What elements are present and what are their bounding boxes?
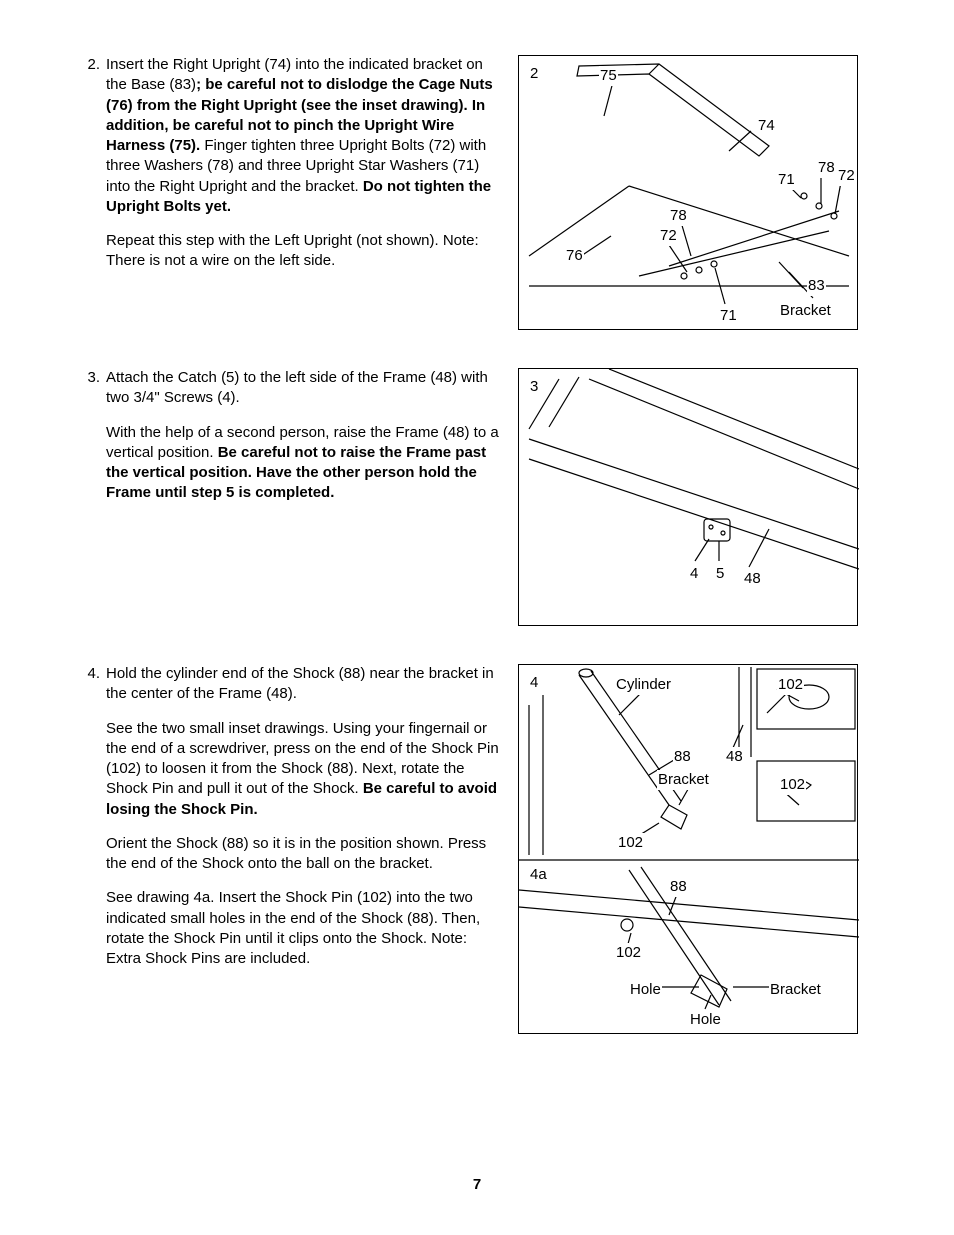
- d2-l3: 78: [817, 158, 836, 178]
- step-body: Hold the cylinder end of the Shock (88) …: [106, 664, 500, 983]
- step-number: 3.: [80, 368, 106, 518]
- d2-l10: 71: [719, 306, 738, 326]
- d3-l0: 3: [529, 377, 539, 397]
- d4-l9: 88: [669, 877, 688, 897]
- step-body: Insert the Right Upright (74) into the i…: [106, 55, 500, 286]
- diagram-2-col: 2 75 74 78 72 71 78 72 76 83 71 Bracket: [518, 55, 858, 330]
- d2-l5: 71: [777, 170, 796, 190]
- step-4-text: 4. Hold the cylinder end of the Shock (8…: [80, 664, 500, 983]
- d2-l11: Bracket: [779, 301, 832, 321]
- step-3-row: 3. Attach the Catch (5) to the left side…: [80, 368, 879, 626]
- diagram-4: 4 Cylinder 102 88 48 Bracket 102 102 4a …: [518, 664, 858, 1034]
- d2-l6: 78: [669, 206, 688, 226]
- step-2-p1: Insert the Right Upright (74) into the i…: [106, 55, 500, 217]
- d4-l12: Bracket: [769, 980, 822, 1000]
- step-3-text: 3. Attach the Catch (5) to the left side…: [80, 368, 500, 518]
- d4-l0: 4: [529, 673, 539, 693]
- page-number: 7: [0, 1175, 954, 1195]
- d4-l1: Cylinder: [615, 675, 672, 695]
- d4-l2: 102: [777, 675, 804, 695]
- d3-l2: 5: [715, 564, 725, 584]
- diagram-3-svg: [519, 369, 859, 627]
- step-4-p4: See drawing 4a. Insert the Shock Pin (10…: [106, 888, 500, 969]
- d4-l4: 48: [725, 747, 744, 767]
- step-2-p2: Repeat this step with the Left Upright (…: [106, 231, 500, 272]
- step-4-p3: Orient the Shock (88) so it is in the po…: [106, 834, 500, 875]
- step-2-row: 2. Insert the Right Upright (74) into th…: [80, 55, 879, 330]
- d3-l1: 4: [689, 564, 699, 584]
- d3-l3: 48: [743, 569, 762, 589]
- d4-l8: 4a: [529, 865, 548, 885]
- diagram-2: 2 75 74 78 72 71 78 72 76 83 71 Bracket: [518, 55, 858, 330]
- step-number: 4.: [80, 664, 106, 983]
- diagram-4-col: 4 Cylinder 102 88 48 Bracket 102 102 4a …: [518, 664, 858, 1034]
- d2-l7: 72: [659, 226, 678, 246]
- step-body: Attach the Catch (5) to the left side of…: [106, 368, 500, 518]
- d4-l6: 102: [779, 775, 806, 795]
- d2-l0: 2: [529, 64, 539, 84]
- d2-l2: 74: [757, 116, 776, 136]
- d4-l5: Bracket: [657, 770, 710, 790]
- d2-l9: 83: [807, 276, 826, 296]
- step-4-p2: See the two small inset drawings. Using …: [106, 719, 500, 820]
- d2-l4: 72: [837, 166, 856, 186]
- step-3-p1: Attach the Catch (5) to the left side of…: [106, 368, 500, 409]
- d4-l10: 102: [615, 943, 642, 963]
- step-3-p2: With the help of a second person, raise …: [106, 423, 500, 504]
- step-2-text: 2. Insert the Right Upright (74) into th…: [80, 55, 500, 286]
- d4-l13: Hole: [689, 1010, 722, 1030]
- d4-l3: 88: [673, 747, 692, 767]
- d2-l1: 75: [599, 66, 618, 86]
- step-4-row: 4. Hold the cylinder end of the Shock (8…: [80, 664, 879, 1034]
- step-number: 2.: [80, 55, 106, 286]
- d4-l11: Hole: [629, 980, 662, 1000]
- diagram-3: 3 4 5 48: [518, 368, 858, 626]
- step-4-p1: Hold the cylinder end of the Shock (88) …: [106, 664, 500, 705]
- d4-l7: 102: [617, 833, 644, 853]
- d2-l8: 76: [565, 246, 584, 266]
- diagram-3-col: 3 4 5 48: [518, 368, 858, 626]
